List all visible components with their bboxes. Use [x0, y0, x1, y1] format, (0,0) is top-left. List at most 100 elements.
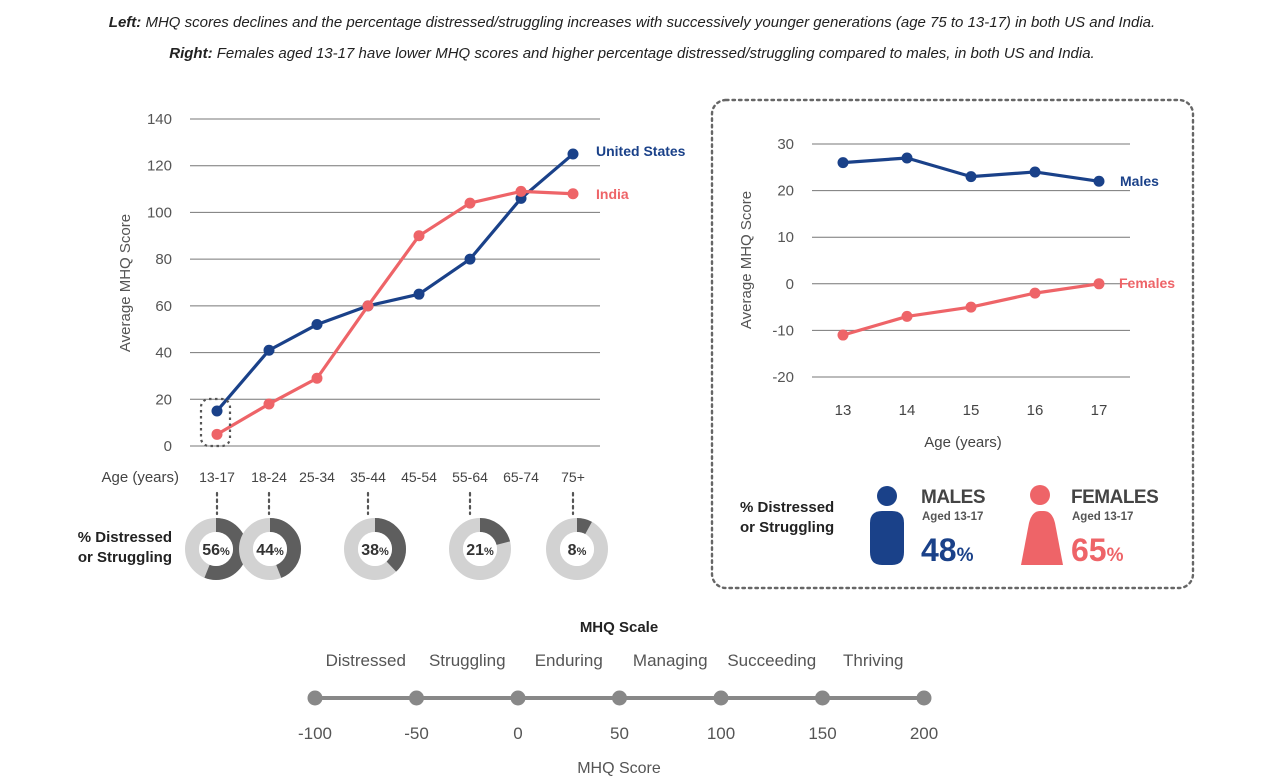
left-y-tick-label: 60 [155, 298, 172, 315]
mhq-category-label: Succeeding [727, 651, 816, 670]
mhq-category-label: Thriving [843, 651, 903, 670]
right-x-tick-label: 13 [835, 402, 852, 419]
caption-left: Left: MHQ scores declines and the percen… [0, 14, 1264, 31]
india-data-point [362, 300, 374, 312]
mhq-scale-tick-dot [510, 690, 526, 706]
mhq-scale-tick-label: 100 [707, 724, 735, 743]
right-y-tick-label: -10 [772, 322, 794, 339]
gender-panel-dotted-frame [710, 98, 1195, 590]
donut-percent-label: 21% [466, 542, 494, 559]
india-series-line [216, 189, 574, 436]
donut-value-arc [546, 518, 608, 580]
india-data-point [413, 230, 425, 242]
india-data-point [311, 372, 323, 384]
right-y-tick-label: -20 [772, 369, 794, 386]
mhq-category-label: Managing [633, 651, 708, 670]
right-x-tick-label: 14 [899, 402, 916, 419]
left-y-tick-label: 20 [155, 391, 172, 408]
mhq-scale-tick-dot [916, 690, 932, 706]
donut-value-arc [344, 518, 406, 580]
mhq-scale-tick-label: -100 [298, 724, 332, 743]
mhq-scale-tick-dot [612, 690, 627, 706]
mhq-scale-axis-label: MHQ Score [577, 760, 661, 777]
highlight-13-17-dotted-box [199, 397, 232, 448]
right-x-tick-label: 16 [1027, 402, 1044, 419]
females-series-label: Females [1119, 275, 1175, 291]
females-data-point [837, 329, 849, 341]
mhq-scale-tick-label: -50 [404, 724, 429, 743]
right-x-axis-label: Age (years) [924, 434, 1002, 451]
us-data-point [464, 253, 476, 265]
left-y-tick-label: 0 [164, 438, 172, 455]
left-distress-label: % Distressed or Struggling [78, 529, 172, 566]
mhq-category-label: Distressed [326, 651, 406, 670]
mhq-scale-title: MHQ Scale [580, 619, 658, 636]
males-series-label: Males [1120, 173, 1159, 189]
males-percent: 48% [921, 532, 974, 568]
left-x-axis-label: Age (years) [101, 469, 179, 486]
us-data-point [413, 288, 425, 300]
male-person-icon-body [870, 511, 904, 565]
left-y-tick-label: 100 [147, 204, 172, 221]
right-x-tick-label: 15 [963, 402, 980, 419]
right-y-axis-label: Average MHQ Score [738, 191, 755, 329]
right-x-tick-label: 17 [1091, 402, 1108, 419]
india-data-point [263, 398, 275, 410]
donut-hole [253, 532, 287, 566]
males-data-point [837, 157, 849, 169]
female-person-icon-body [1021, 511, 1063, 565]
males-data-point [1029, 166, 1041, 178]
left-y-axis-label: Average MHQ Score [117, 214, 134, 352]
left-x-tick-label: 13-17 [199, 469, 235, 485]
mhq-scale-tick-label: 0 [513, 724, 522, 743]
mhq-category-label: Enduring [535, 651, 603, 670]
left-y-tick-label: 120 [147, 158, 172, 175]
right-y-tick-label: 0 [786, 276, 794, 293]
left-x-tick-label: 45-54 [401, 469, 437, 485]
left-y-tick-label: 40 [155, 345, 172, 362]
donut-percent-label: 56% [202, 542, 230, 559]
india-data-point [211, 428, 223, 440]
mhq-category-label: Struggling [429, 651, 506, 670]
right-y-tick-label: 20 [777, 183, 794, 200]
female-person-icon-head [1030, 485, 1050, 505]
females-data-point [901, 310, 913, 322]
donut-value-arc [239, 518, 301, 580]
females-data-point [965, 301, 977, 313]
donut-hole [560, 532, 594, 566]
us-data-point [211, 405, 223, 417]
right-y-tick-label: 30 [777, 136, 794, 153]
mhq-scale-tick-label: 50 [610, 724, 629, 743]
us-series-line [215, 152, 575, 413]
mhq-scale-tick-dot [409, 690, 424, 706]
us-series-label: United States [596, 143, 686, 159]
gender-distress-label: % Distressed or Struggling [740, 499, 834, 536]
us-data-point [263, 344, 275, 356]
donut-hole [358, 532, 392, 566]
mhq-scale-tick-dot [307, 690, 323, 706]
mhq-scale-tick-label: 200 [910, 724, 938, 743]
left-x-tick-label: 55-64 [452, 469, 488, 485]
males-data-point [901, 152, 913, 164]
caption-right: Right: Females aged 13-17 have lower MHQ… [0, 45, 1264, 62]
donut-percent-label: 38% [361, 542, 389, 559]
caption-left-label: Left: [108, 14, 142, 31]
india-data-point [515, 185, 527, 197]
male-person-icon-head [877, 486, 897, 506]
females-percent: 65% [1071, 532, 1124, 568]
females-subheading: Aged 13-17 [1072, 511, 1133, 523]
mhq-scale-tick-label: 150 [808, 724, 836, 743]
females-heading: FEMALES [1071, 487, 1158, 508]
males-heading: MALES [921, 487, 985, 508]
right-y-tick-label: 10 [777, 229, 794, 246]
males-subheading: Aged 13-17 [922, 511, 983, 523]
donut-percent-label: 8% [568, 542, 587, 559]
india-series-label: India [596, 186, 629, 202]
caption-right-text: Females aged 13-17 have lower MHQ scores… [212, 45, 1095, 62]
left-x-tick-label: 18-24 [251, 469, 287, 485]
females-data-point [1093, 278, 1105, 290]
males-data-point [1093, 175, 1105, 187]
donut-hole [199, 532, 233, 566]
donut-value-arc [449, 518, 511, 580]
